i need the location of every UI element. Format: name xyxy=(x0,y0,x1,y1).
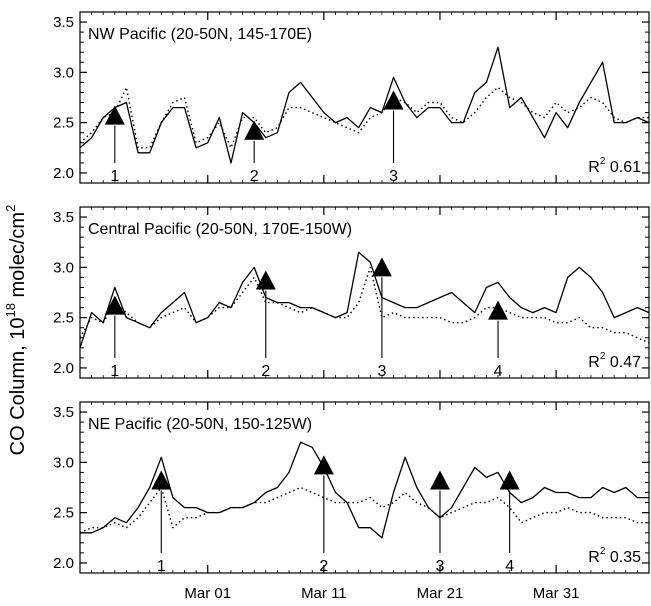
r-squared-label: R2 0.47 xyxy=(588,351,641,371)
marker-label: 2 xyxy=(250,168,259,185)
event-marker-4: 4 xyxy=(499,470,520,575)
y-axis-label-unit-exponent: 2 xyxy=(3,205,18,212)
y-tick-label: 2.0 xyxy=(53,555,74,572)
series-dotted-line xyxy=(79,266,650,344)
series-solid-line xyxy=(80,441,649,539)
r-squared-symbol: R xyxy=(588,159,600,176)
y-tick-label: 3.0 xyxy=(53,64,74,81)
panel-3: 2.0 2.5 3.0 3.5 1 2 3 4 NE Pacific (20-50N, 150-… xyxy=(53,401,650,575)
marker-label: 3 xyxy=(436,558,445,575)
y-axis-label-unit: molec/cm xyxy=(7,212,29,303)
x-tick-label: Mar 11 xyxy=(301,585,347,602)
x-tick-label: Mar 31 xyxy=(533,585,580,602)
r-squared-symbol: R xyxy=(588,354,600,371)
triangle-marker xyxy=(255,270,276,290)
y-tick-label: 3.5 xyxy=(53,14,74,31)
x-tick-label: Mar 21 xyxy=(417,585,464,602)
marker-label: 1 xyxy=(157,558,166,575)
y-tick-label: 2.5 xyxy=(53,115,74,132)
r-squared-value: 0.61 xyxy=(605,159,641,176)
r-squared-label: R2 0.35 xyxy=(588,546,641,566)
triangle-marker xyxy=(151,470,172,490)
panel-frame xyxy=(79,11,650,184)
series-dotted-line xyxy=(79,486,649,534)
y-axis-label: CO Column, 1018 molec/cm2 xyxy=(3,205,29,456)
marker-label: 3 xyxy=(377,363,386,380)
event-marker-1: 1 xyxy=(151,470,172,575)
event-marker-1: 1 xyxy=(104,295,125,380)
y-tick-label: 2.0 xyxy=(53,360,74,377)
triangle-marker xyxy=(371,257,392,277)
panel-2: 2.0 2.5 3.0 3.5 1 2 3 4 Central Pacific (20-50N,… xyxy=(53,206,650,380)
y-axis-label-main: CO Column, 10 xyxy=(7,317,29,455)
r-squared-value: 0.35 xyxy=(605,549,641,566)
marker-label: 1 xyxy=(110,363,119,380)
y-tick-label: 3.5 xyxy=(53,209,74,226)
y-tick-label: 2.0 xyxy=(53,165,74,182)
event-marker-1: 1 xyxy=(104,105,125,185)
y-tick-label: 3.0 xyxy=(53,259,74,276)
triangle-marker xyxy=(488,300,509,320)
panel-frame xyxy=(79,401,650,574)
triangle-marker xyxy=(104,295,125,315)
marker-label: 3 xyxy=(389,168,398,185)
event-marker-2: 2 xyxy=(244,120,265,185)
y-tick-label: 2.5 xyxy=(53,505,74,522)
marker-label: 2 xyxy=(319,558,328,575)
marker-label: 4 xyxy=(494,363,503,380)
r-squared-exponent: 2 xyxy=(600,351,606,362)
r-squared-value: 0.47 xyxy=(605,354,641,371)
triangle-marker xyxy=(313,455,334,475)
panel-title: NE Pacific (20-50N, 150-125W) xyxy=(88,416,312,433)
panel-title: NW Pacific (20-50N, 145-170E) xyxy=(88,26,312,43)
panel-title: Central Pacific (20-50N, 170E-150W) xyxy=(88,221,352,238)
event-marker-2: 2 xyxy=(313,455,334,575)
y-tick-label: 3.5 xyxy=(53,404,74,421)
y-tick-label: 2.5 xyxy=(53,310,74,327)
y-axis-label-exponent: 18 xyxy=(3,303,18,317)
marker-label: 4 xyxy=(505,558,514,575)
event-marker-3: 3 xyxy=(371,257,392,380)
r-squared-exponent: 2 xyxy=(600,156,606,167)
event-marker-4: 4 xyxy=(488,300,509,380)
marker-label: 1 xyxy=(110,168,119,185)
r-squared-symbol: R xyxy=(588,549,600,566)
series-solid-line xyxy=(79,251,650,349)
event-marker-3: 3 xyxy=(429,470,450,575)
event-marker-3: 3 xyxy=(383,90,404,185)
triangle-marker xyxy=(244,120,265,140)
series-dotted-line xyxy=(79,86,649,149)
event-marker-2: 2 xyxy=(255,270,276,380)
r-squared-exponent: 2 xyxy=(600,546,606,557)
panel-1: 2.0 2.5 3.0 3.5 1 2 3 NW Pacific (20-50N, 145-1… xyxy=(53,11,650,185)
triangle-marker xyxy=(104,105,125,125)
triangle-marker xyxy=(383,90,404,110)
r-squared-label: R2 0.61 xyxy=(588,156,641,176)
x-tick-label: Mar 01 xyxy=(184,585,231,602)
y-tick-label: 3.0 xyxy=(53,454,74,471)
series-solid-line xyxy=(79,46,650,164)
marker-label: 2 xyxy=(261,363,270,380)
triangle-marker xyxy=(429,470,450,490)
triangle-marker xyxy=(499,470,520,490)
panel-frame xyxy=(79,206,650,379)
